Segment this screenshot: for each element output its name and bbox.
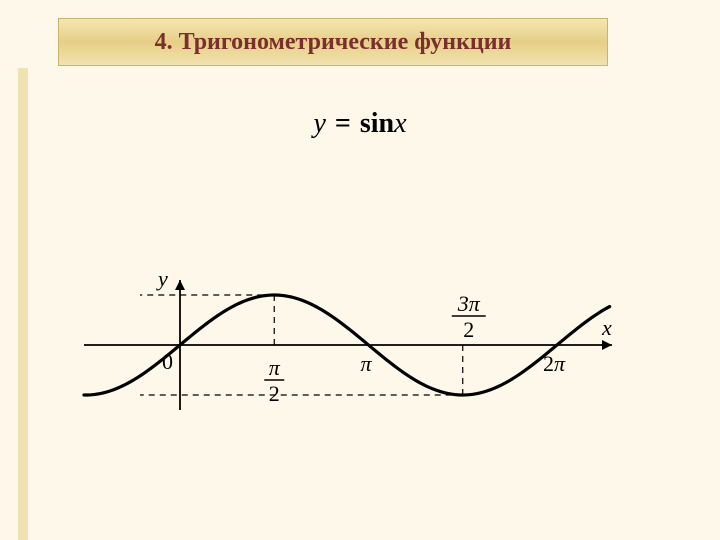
title-text: 4. Тригонометрические функции — [155, 29, 512, 56]
svg-text:x: x — [601, 315, 612, 340]
title-bar: 4. Тригонометрические функции — [58, 18, 608, 66]
svg-text:3π: 3π — [457, 291, 481, 316]
svg-text:0: 0 — [162, 349, 173, 374]
equation-eq: = — [335, 108, 351, 139]
svg-text:π: π — [360, 351, 372, 376]
svg-text:2: 2 — [269, 381, 280, 406]
sine-chart: 0yxπ2ππ23π2 — [60, 190, 620, 480]
slide-root: 4. Тригонометрические функции y = sinx 0… — [0, 0, 720, 540]
svg-text:π: π — [269, 355, 281, 380]
equation-y: y — [313, 108, 325, 139]
svg-text:2: 2 — [463, 317, 474, 342]
svg-text:2π: 2π — [543, 351, 566, 376]
equation: y = sinx — [0, 108, 720, 140]
svg-text:y: y — [156, 266, 168, 291]
equation-x: x — [394, 108, 406, 139]
sine-chart-svg: 0yxπ2ππ23π2 — [60, 190, 620, 480]
equation-fn: sin — [360, 108, 394, 139]
